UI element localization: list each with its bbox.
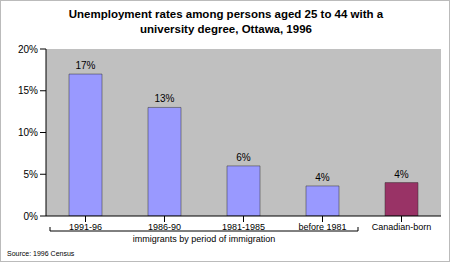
svg-text:4%: 4% [394, 169, 409, 180]
svg-text:13%: 13% [154, 93, 174, 104]
svg-text:20%: 20% [18, 44, 38, 55]
svg-text:0%: 0% [24, 211, 39, 222]
svg-text:1981-1985: 1981-1985 [222, 222, 265, 232]
svg-text:15%: 15% [18, 85, 38, 96]
svg-text:Canadian-born: Canadian-born [372, 222, 432, 232]
svg-text:1991-96: 1991-96 [69, 222, 102, 232]
svg-text:10%: 10% [18, 127, 38, 138]
html-text:Unemployment rates among perso: Unemployment rates among persons aged 25… [68, 8, 384, 35]
svg-text:Source: 1996 Census: Source: 1996 Census [8, 250, 75, 257]
svg-text:6%: 6% [236, 152, 251, 163]
svg-text:before 1981: before 1981 [298, 222, 346, 232]
svg-text:4%: 4% [315, 172, 330, 183]
svg-text:17%: 17% [75, 60, 95, 71]
svg-text:1986-90: 1986-90 [148, 222, 181, 232]
svg-text:immigrants by period of immigr: immigrants by period of immigration [133, 234, 276, 244]
svg-text:5%: 5% [24, 169, 39, 180]
